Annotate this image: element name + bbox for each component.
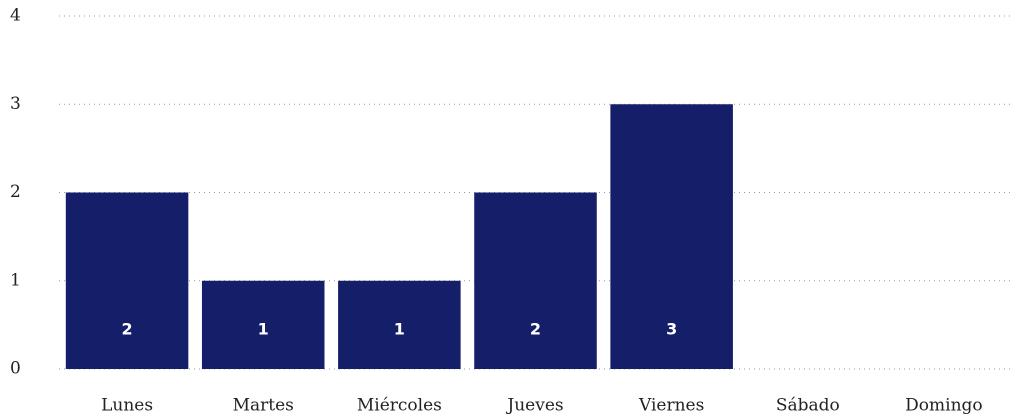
x-tick-label: Jueves: [505, 396, 563, 416]
bar: [201, 280, 325, 369]
value-label: 2: [122, 320, 133, 339]
bar: [338, 280, 461, 369]
value-label: 2: [530, 320, 541, 339]
value-label: 1: [394, 320, 405, 339]
x-tick-label: Viernes: [638, 396, 704, 416]
bar: [610, 104, 733, 369]
y-tick-label: 3: [10, 94, 21, 114]
x-tick-label: Lunes: [101, 396, 153, 416]
x-tick-label: Miércoles: [357, 396, 442, 416]
bar: [65, 192, 189, 369]
bar: [474, 192, 597, 369]
y-tick-label: 2: [10, 182, 21, 202]
y-tick-label: 0: [10, 359, 21, 379]
y-tick-label: 1: [10, 270, 21, 290]
value-label: 3: [666, 320, 677, 339]
y-tick-label: 4: [10, 6, 21, 26]
x-tick-label: Domingo: [905, 396, 983, 416]
value-label: 1: [258, 320, 269, 339]
x-tick-label: Martes: [233, 396, 294, 416]
x-tick-label: Sábado: [776, 396, 840, 416]
